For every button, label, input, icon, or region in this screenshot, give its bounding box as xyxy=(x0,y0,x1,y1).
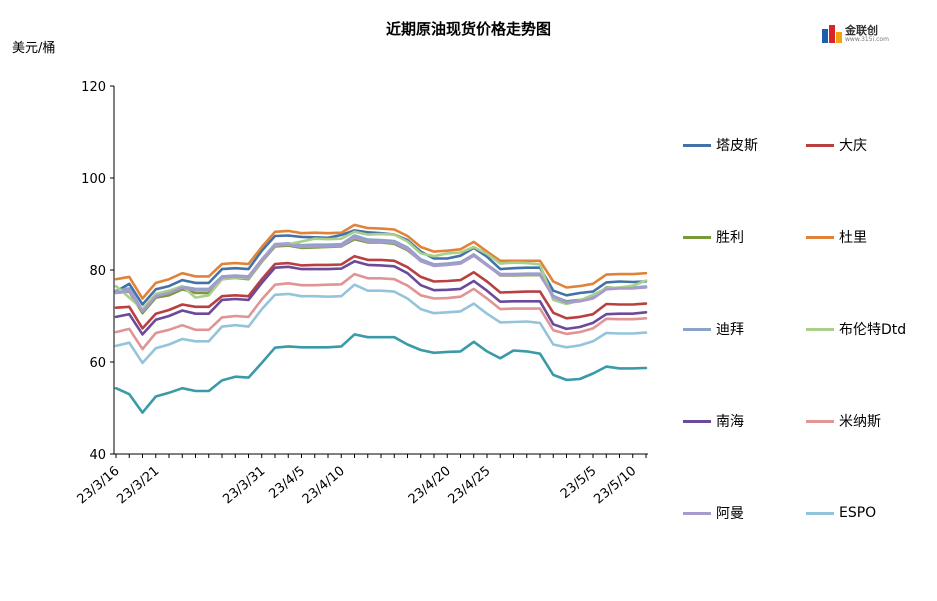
legend-swatch xyxy=(806,511,834,515)
x-tick-label: 23/3/16 xyxy=(75,464,123,508)
series-line-5 xyxy=(114,234,648,312)
x-tick-label: 23/4/10 xyxy=(300,464,348,508)
y-tick-label: 80 xyxy=(89,264,106,279)
legend-swatch xyxy=(806,327,834,331)
legend-item: 杜里 xyxy=(806,228,867,246)
series-line-8 xyxy=(114,272,648,351)
legend-label: 阿曼 xyxy=(716,506,744,522)
y-axis-unit-label: 美元/桶 xyxy=(12,41,56,56)
series-line-6 xyxy=(114,230,648,311)
legend-swatch xyxy=(806,419,834,423)
legend-item: 阿曼 xyxy=(683,504,744,522)
legend-swatch xyxy=(806,235,834,239)
legend-swatch xyxy=(683,235,711,239)
legend-label: ESPO xyxy=(839,505,877,521)
series-line-9 xyxy=(114,236,648,313)
legend-item: 南海 xyxy=(683,412,744,430)
legend-label: 塔皮斯 xyxy=(716,138,758,154)
legend-label: 南海 xyxy=(716,414,744,430)
legend-item: 大庆 xyxy=(806,136,867,154)
legend-label: 杜里 xyxy=(839,230,867,246)
y-tick-label: 120 xyxy=(81,80,106,95)
logo-icon xyxy=(822,23,842,45)
legend-swatch xyxy=(683,419,711,423)
series-line-11 xyxy=(114,333,648,414)
legend-label: 胜利 xyxy=(716,230,744,246)
x-tick-label: 23/3/21 xyxy=(114,464,162,508)
x-tick-label: 23/4/25 xyxy=(446,464,494,508)
legend-item: 布伦特Dtd xyxy=(806,320,906,338)
legend-label: 米纳斯 xyxy=(839,414,881,430)
legend-item: 塔皮斯 xyxy=(683,136,758,154)
brand-logo: 金联创 www.315i.com xyxy=(822,20,889,48)
chart-title: 近期原油现货价格走势图 xyxy=(385,20,551,38)
x-tick-label: 23/5/10 xyxy=(591,464,639,508)
y-tick-label: 40 xyxy=(89,448,106,463)
legend-swatch xyxy=(683,511,711,515)
legend-item: ESPO xyxy=(806,504,876,522)
series-line-4 xyxy=(114,223,648,300)
legend-item: 米纳斯 xyxy=(806,412,881,430)
series-line-10 xyxy=(114,283,648,365)
y-tick-label: 60 xyxy=(89,356,106,371)
legend-item: 迪拜 xyxy=(683,320,744,338)
legend-swatch xyxy=(683,143,711,147)
legend-label: 迪拜 xyxy=(716,322,744,338)
legend-label: 大庆 xyxy=(839,138,867,154)
legend-label: 布伦特Dtd xyxy=(839,322,907,338)
legend-item: 胜利 xyxy=(683,228,744,246)
legend-swatch xyxy=(806,143,834,147)
y-tick-label: 100 xyxy=(81,172,106,187)
x-tick-label: 23/3/31 xyxy=(220,464,268,508)
series-line-2 xyxy=(114,254,648,330)
logo-subtext: www.315i.com xyxy=(845,36,889,43)
legend-swatch xyxy=(683,327,711,331)
x-tick-label: 23/4/20 xyxy=(406,464,454,508)
series-line-7 xyxy=(114,259,648,336)
logo-text: 金联创 xyxy=(845,24,878,37)
